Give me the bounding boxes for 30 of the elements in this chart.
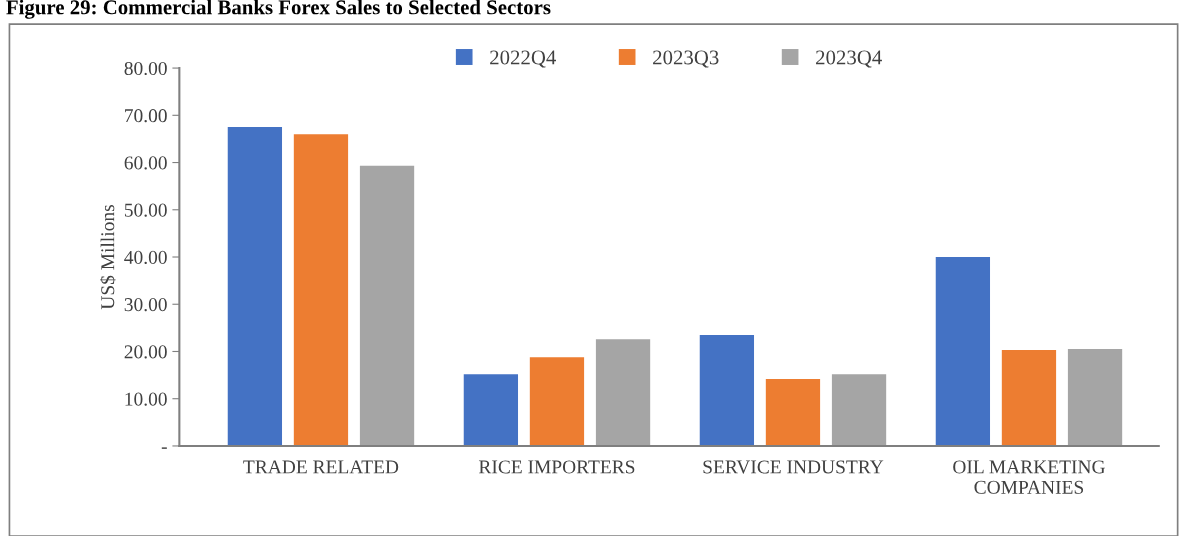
y-tick-label: -	[161, 447, 167, 449]
y-tick-label: 40.00	[124, 250, 167, 265]
x-tick-label: RICE IMPORTERS	[478, 460, 635, 474]
x-tick-label: SERVICE INDUSTRY	[703, 460, 884, 474]
bar	[1067, 349, 1123, 446]
legend-label: 2023Q4	[816, 50, 882, 68]
y-tick-label: 30.00	[124, 298, 167, 312]
bar	[293, 134, 349, 446]
bar	[227, 127, 283, 446]
bar	[765, 378, 821, 446]
legend-label: 2023Q3	[653, 50, 719, 68]
bar	[359, 165, 415, 446]
y-tick-label: 60.00	[124, 156, 167, 170]
bar	[1001, 350, 1057, 446]
y-tick-label: 20.00	[124, 345, 167, 359]
bar	[831, 374, 887, 446]
y-tick-label: 10.00	[125, 392, 167, 406]
y-tick-label: 50.00	[124, 203, 167, 217]
x-tick-label: TRADE RELATED	[243, 460, 399, 474]
bar	[529, 357, 585, 446]
bar	[463, 374, 519, 446]
y-tick-label: 80.00	[124, 61, 167, 76]
y-axis-title: US$ Millions	[100, 205, 116, 310]
bar	[935, 257, 991, 446]
bar	[595, 339, 651, 446]
x-tick-label: OIL MARKETING COMPANIES	[953, 460, 1105, 494]
bar	[699, 334, 755, 446]
legend-label: 2022Q4	[490, 50, 556, 68]
chart-title: Figure 29: Commercial Banks Forex Sales to Selected Sectors	[6, 0, 551, 19]
y-tick-label: 70.00	[125, 109, 167, 123]
